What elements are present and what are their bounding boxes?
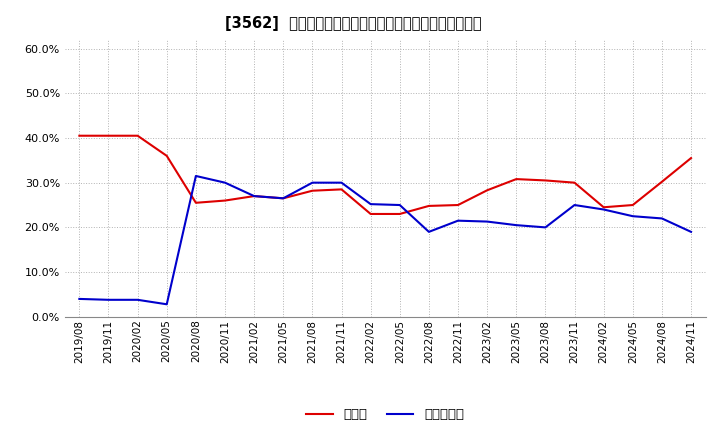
現預金	[366, 211, 375, 216]
現預金	[512, 176, 521, 182]
有利子負債	[395, 202, 404, 208]
現預金	[337, 187, 346, 192]
有利子負債	[308, 180, 317, 185]
現預金	[220, 198, 229, 203]
現預金	[192, 200, 200, 205]
有利子負債	[104, 297, 113, 302]
現預金	[483, 187, 492, 193]
現預金	[454, 202, 462, 208]
有利子負債	[75, 296, 84, 301]
現預金	[279, 196, 287, 201]
有利子負債	[570, 202, 579, 208]
Legend: 現預金, 有利子負債: 現預金, 有利子負債	[301, 403, 469, 427]
有利子負債	[454, 218, 462, 224]
有利子負債	[337, 180, 346, 185]
有利子負債	[512, 223, 521, 228]
有利子負債	[250, 194, 258, 199]
現預金	[163, 153, 171, 158]
現預金	[75, 133, 84, 138]
現預金	[395, 211, 404, 216]
Line: 現預金: 現預金	[79, 136, 691, 214]
現預金	[250, 194, 258, 199]
有利子負債	[657, 216, 666, 221]
有利子負債	[425, 229, 433, 235]
現預金	[425, 203, 433, 209]
有利子負債	[279, 196, 287, 201]
現預金	[657, 179, 666, 184]
現預金	[687, 155, 696, 161]
有利子負債	[629, 213, 637, 219]
有利子負債	[220, 180, 229, 185]
現預金	[541, 178, 550, 183]
有利子負債	[366, 202, 375, 207]
現預金	[570, 180, 579, 185]
現預金	[599, 205, 608, 210]
有利子負債	[192, 173, 200, 179]
有利子負債	[599, 207, 608, 212]
Line: 有利子負債: 有利子負債	[79, 176, 691, 304]
現預金	[133, 133, 142, 138]
有利子負債	[483, 219, 492, 224]
Title: [3562]  現預金、有利子負債の総資産に対する比率の推移: [3562] 現預金、有利子負債の総資産に対する比率の推移	[225, 16, 482, 32]
有利子負債	[687, 229, 696, 235]
有利子負債	[163, 302, 171, 307]
現預金	[104, 133, 113, 138]
現預金	[308, 188, 317, 193]
現預金	[629, 202, 637, 208]
有利子負債	[133, 297, 142, 302]
有利子負債	[541, 225, 550, 230]
